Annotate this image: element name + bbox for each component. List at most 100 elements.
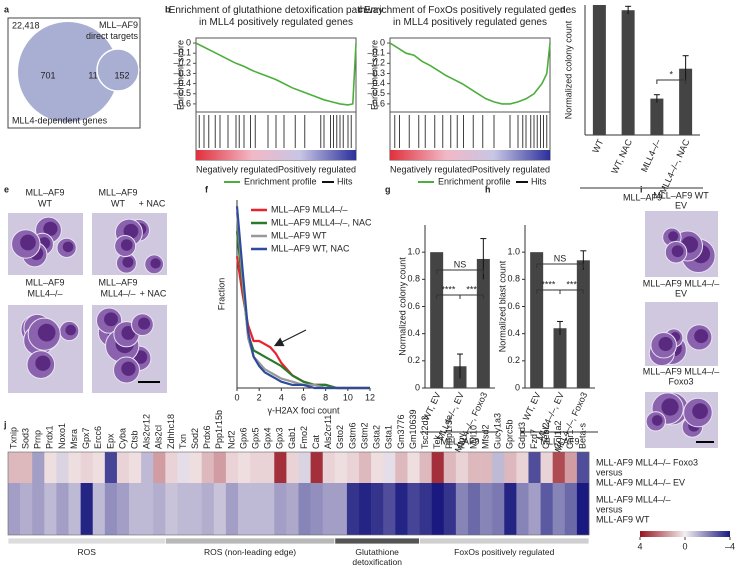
heatmap-cell	[262, 483, 275, 535]
heatmap-cell	[286, 483, 299, 535]
gene-label: Prdx6	[202, 425, 212, 449]
y-tick-label: 0.4	[507, 328, 520, 338]
micrograph-nucleus	[43, 221, 58, 236]
heatmap-cell	[419, 483, 432, 535]
heatmap-cell	[274, 452, 287, 483]
y-tick-label: 0.6	[507, 301, 520, 311]
micrograph-label: MLL4–/–	[100, 288, 135, 298]
venn-count: 152	[114, 70, 129, 80]
heatmap-cell	[371, 483, 384, 535]
micrograph-nucleus	[62, 241, 74, 253]
series-line	[235, 256, 370, 390]
gene-label: Txn	[178, 434, 188, 449]
series-line	[235, 206, 370, 390]
series-line	[235, 231, 370, 390]
bar	[553, 328, 567, 388]
gene-label: Mfsd2	[480, 424, 490, 449]
heatmap-cell	[576, 452, 590, 483]
heatmap-cell	[419, 452, 432, 483]
gene-label: Als2cr11	[323, 415, 333, 449]
heatmap-cell	[20, 452, 33, 483]
heatmap-cell	[8, 452, 21, 483]
heatmap-cell	[189, 452, 202, 483]
x-tick-label: 10	[343, 392, 353, 402]
heatmap-cell	[516, 483, 529, 535]
x-tick-label: 6	[301, 392, 306, 402]
legend-label: MLL–AF9 WT, NAC	[271, 243, 350, 253]
gene-label: Tek	[432, 434, 442, 449]
panel-letter: b	[165, 4, 171, 14]
heatmap-cell	[104, 483, 118, 535]
micrograph-nucleus	[651, 415, 663, 426]
micrograph-label: MLL–AF9	[98, 187, 137, 197]
heatmap-cell	[201, 483, 215, 535]
gene-label: Gsta1	[384, 425, 394, 449]
y-tick-label: –0.6	[367, 98, 385, 108]
gene-label: Als2cr12	[142, 414, 152, 449]
legend-label: Hits	[531, 176, 547, 186]
gene-label: Fmo2	[299, 426, 309, 449]
x-tick-label: WT	[590, 137, 605, 154]
gene-label: Gpx6	[238, 427, 248, 449]
significance-label: NS	[454, 259, 467, 269]
heatmap-cell	[431, 483, 445, 535]
significance-label: ****	[441, 284, 456, 294]
x-tick-label: 8	[323, 392, 328, 402]
heatmap-cell	[322, 452, 336, 483]
heatmap-cell	[346, 483, 360, 535]
micrograph-nucleus	[120, 239, 133, 251]
micrograph-label: + NAC	[139, 198, 166, 208]
y-tick-label: –0.2	[173, 58, 191, 68]
bar	[650, 98, 664, 135]
x-tick-label: WT, NAC	[609, 137, 634, 175]
heatmap-cell	[334, 452, 348, 483]
y-tick-label: 1.0	[507, 247, 520, 257]
x-tick-label: MLL4–/–	[639, 138, 663, 174]
heatmap-frame	[7, 451, 590, 536]
heatmap-cell	[165, 483, 178, 535]
heatmap-cell	[141, 452, 154, 483]
micrograph-nucleus	[150, 258, 161, 269]
gene-label: Sod3	[21, 428, 31, 449]
x-tick-label: MLL4–/–, NAC	[658, 137, 692, 195]
micrograph-nucleus	[123, 223, 139, 239]
micrograph-label: EV	[675, 288, 687, 298]
heatmap-cell	[153, 452, 166, 483]
gene-label: Fzd7	[529, 429, 539, 449]
heatmap-cell	[540, 452, 553, 483]
group-bar	[419, 537, 590, 545]
heatmap-cell	[44, 452, 57, 483]
gene-label: Gdpd3	[517, 422, 527, 449]
significance-label: NS	[554, 253, 567, 263]
bar	[621, 10, 635, 136]
heatmap-cell	[467, 452, 481, 483]
gene-label: Gpx4	[263, 427, 273, 449]
panel-letter: a	[4, 4, 10, 14]
gene-label: Gsto2	[335, 425, 345, 449]
y-tick-label: 0.4	[407, 328, 420, 338]
gene-label: Txnip	[8, 427, 18, 449]
bar	[576, 260, 590, 388]
significance-bracket	[436, 269, 484, 274]
venn-label: MLL–AF9 direct targets	[85, 20, 138, 41]
venn-count: 701	[40, 70, 55, 80]
heatmap-cell	[92, 452, 106, 483]
gene-label: Gm10639	[408, 409, 418, 449]
heatmap-cell	[443, 483, 457, 535]
legend-negative: Negatively regulated	[390, 164, 472, 174]
x-tick-label: 2	[257, 392, 262, 402]
gene-label: Cat	[311, 434, 321, 449]
venn-label: MLL4-dependent genes	[12, 115, 108, 125]
heatmap-cell	[286, 452, 299, 483]
heatmap-cell	[8, 483, 21, 535]
heatmap-cell	[32, 483, 45, 535]
y-tick-label: 0	[415, 382, 420, 392]
heatmap-cell	[298, 452, 311, 483]
gene-label: Gpx5	[251, 427, 261, 449]
heatmap-cell	[395, 483, 408, 535]
gene-label: Prdx1	[45, 425, 55, 449]
group-label: Glutathione detoxification	[352, 547, 402, 567]
micrograph-nucleus	[122, 256, 134, 268]
heatmap-cell	[129, 452, 142, 483]
